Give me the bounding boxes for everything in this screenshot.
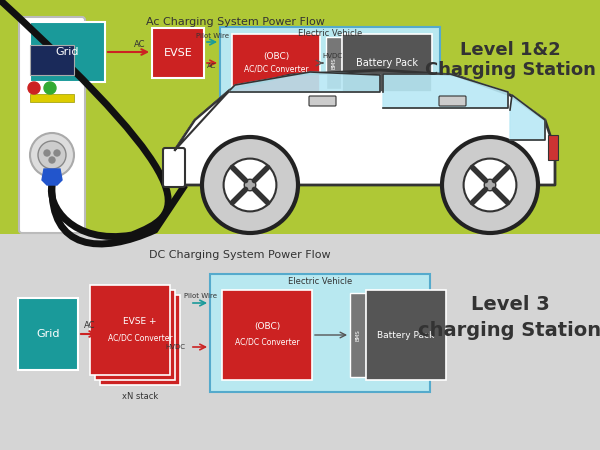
Bar bbox=[210, 274, 430, 392]
Bar bbox=[548, 135, 558, 160]
Text: AC: AC bbox=[208, 63, 217, 69]
Bar bbox=[30, 45, 74, 75]
Circle shape bbox=[28, 82, 40, 94]
Polygon shape bbox=[510, 95, 545, 140]
Bar bbox=[95, 290, 175, 380]
Bar bbox=[30, 22, 105, 82]
Text: AC/DC Converter: AC/DC Converter bbox=[235, 338, 299, 346]
Text: AC: AC bbox=[134, 40, 146, 49]
Bar bbox=[342, 34, 432, 92]
Text: Level 3: Level 3 bbox=[470, 296, 550, 315]
Bar bbox=[90, 285, 170, 375]
Bar bbox=[100, 295, 180, 385]
Text: Ac Charging System Power Flow: Ac Charging System Power Flow bbox=[146, 17, 325, 27]
Text: HVDC: HVDC bbox=[322, 53, 342, 59]
Text: AC/DC Converter: AC/DC Converter bbox=[107, 333, 172, 342]
Text: AC: AC bbox=[84, 321, 96, 330]
Circle shape bbox=[30, 133, 74, 177]
Bar bbox=[0, 234, 600, 450]
Polygon shape bbox=[175, 70, 555, 185]
Text: EVSE: EVSE bbox=[164, 48, 193, 58]
Circle shape bbox=[202, 137, 298, 233]
Text: Battery Pack: Battery Pack bbox=[377, 330, 434, 339]
Circle shape bbox=[49, 157, 55, 163]
Circle shape bbox=[464, 158, 517, 211]
Text: EVSE +: EVSE + bbox=[123, 318, 157, 327]
Text: Pilot Wire: Pilot Wire bbox=[196, 33, 229, 39]
Polygon shape bbox=[442, 137, 538, 185]
Text: AC/DC Converter: AC/DC Converter bbox=[244, 64, 308, 73]
Circle shape bbox=[38, 141, 66, 169]
FancyBboxPatch shape bbox=[163, 148, 185, 187]
Text: (OBC): (OBC) bbox=[263, 51, 289, 60]
Bar bbox=[222, 290, 312, 380]
Circle shape bbox=[54, 150, 60, 156]
Bar bbox=[0, 0, 600, 234]
Text: charging Station: charging Station bbox=[418, 320, 600, 339]
Circle shape bbox=[244, 179, 256, 191]
Text: Pilot Wire: Pilot Wire bbox=[184, 293, 217, 299]
Bar bbox=[30, 94, 74, 102]
Bar bbox=[152, 28, 204, 78]
Circle shape bbox=[44, 82, 56, 94]
Bar bbox=[232, 34, 320, 92]
Bar bbox=[326, 37, 342, 89]
Text: Charging Station: Charging Station bbox=[425, 61, 595, 79]
Text: Electric Vehicle: Electric Vehicle bbox=[298, 30, 362, 39]
Circle shape bbox=[442, 137, 538, 233]
Bar bbox=[366, 290, 446, 380]
Bar bbox=[350, 293, 366, 377]
Circle shape bbox=[484, 179, 496, 191]
Text: Grid: Grid bbox=[56, 47, 79, 57]
Polygon shape bbox=[230, 72, 380, 92]
FancyBboxPatch shape bbox=[309, 96, 336, 106]
Circle shape bbox=[224, 158, 277, 211]
Polygon shape bbox=[42, 169, 62, 185]
FancyBboxPatch shape bbox=[19, 17, 85, 233]
Text: BMS: BMS bbox=[331, 57, 337, 69]
Text: (OBC): (OBC) bbox=[254, 323, 280, 332]
Text: HVDC: HVDC bbox=[165, 344, 185, 350]
Bar bbox=[220, 27, 440, 102]
Text: BMS: BMS bbox=[355, 329, 361, 341]
FancyBboxPatch shape bbox=[439, 96, 466, 106]
Text: Level 1&2: Level 1&2 bbox=[460, 41, 560, 59]
Text: Battery Pack: Battery Pack bbox=[356, 58, 418, 68]
Polygon shape bbox=[383, 74, 508, 108]
Polygon shape bbox=[175, 90, 230, 150]
Bar bbox=[18, 298, 78, 370]
Text: xN stack: xN stack bbox=[122, 392, 158, 401]
Text: DC Charging System Power Flow: DC Charging System Power Flow bbox=[149, 250, 331, 260]
Text: Grid: Grid bbox=[36, 329, 60, 339]
Polygon shape bbox=[202, 137, 298, 185]
Text: Electric Vehicle: Electric Vehicle bbox=[288, 278, 352, 287]
Circle shape bbox=[44, 150, 50, 156]
